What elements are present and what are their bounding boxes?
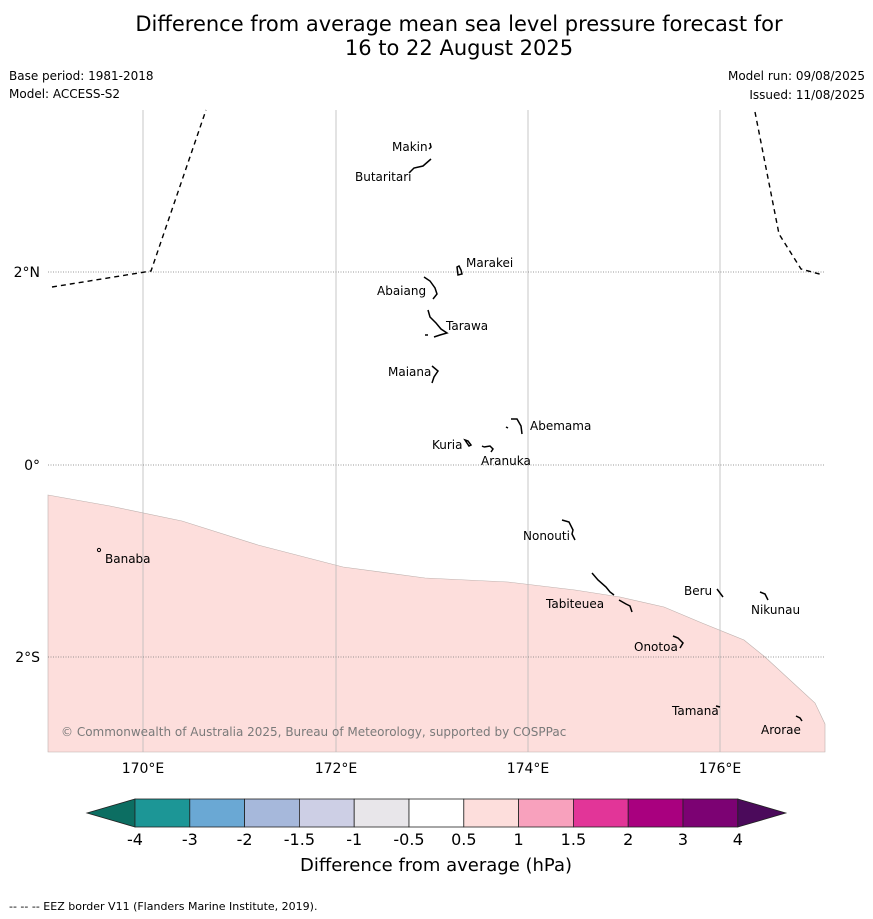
lat-label-2s: 2°S [15, 650, 40, 666]
colorbar-tick-label: 1.5 [561, 830, 586, 849]
colorbar-tick-label: 0.5 [451, 830, 476, 849]
island-abaiang [423, 276, 438, 300]
colorbar-segment-1 [134, 798, 191, 828]
label-kuria: Kuria [432, 438, 463, 452]
islands [96, 142, 803, 722]
eez-border-west [51, 109, 207, 288]
label-banaba: Banaba [105, 552, 151, 566]
copyright-notice: © Commonwealth of Australia 2025, Bureau… [61, 725, 566, 739]
island-arorae [795, 715, 803, 722]
label-nikunau: Nikunau [751, 603, 800, 617]
label-aranuka: Aranuka [481, 454, 531, 468]
colorbar-tick-label: -2 [237, 830, 253, 849]
colorbar-segment-8 [518, 798, 574, 828]
label-butaritari: Butaritari [355, 170, 412, 184]
graticule [142, 110, 721, 752]
colorbar-segment-4 [298, 798, 355, 828]
colorbar [85, 798, 788, 828]
label-marakei: Marakei [466, 256, 513, 270]
island-nonouti [561, 519, 576, 541]
island-banaba [96, 547, 102, 553]
label-maiana: Maiana [388, 365, 431, 379]
colorbar-segment-11 [682, 798, 739, 828]
issued-date: Issued: 11/08/2025 [749, 88, 865, 102]
label-tabiteuea: Tabiteuea [545, 597, 604, 611]
island-beru [716, 588, 724, 598]
label-nonouti: Nonouti [523, 529, 570, 543]
eez-border-east [754, 111, 824, 276]
model-run-date: Model run: 09/08/2025 [727, 69, 865, 83]
colorbar-tick-label: 1 [514, 830, 524, 849]
colorbar-label: Difference from average (hPa) [300, 855, 572, 876]
island-tarawa [427, 309, 449, 338]
label-tarawa: Tarawa [445, 319, 488, 333]
island-abemama [511, 418, 523, 435]
colorbar-tick-label: -0.5 [393, 830, 424, 849]
label-makin: Makin [392, 140, 428, 154]
island-makin [428, 142, 432, 150]
lon-label-174e: 174°E [507, 761, 550, 777]
colorbar-tick-label: 3 [678, 830, 688, 849]
colorbar-segment-3 [244, 798, 300, 828]
model-name: Model: ACCESS-S2 [9, 87, 121, 101]
colorbar-tick-label: 4 [733, 830, 743, 849]
colorbar-tick-label: -3 [182, 830, 198, 849]
base-period: Base period: 1981-2018 [9, 69, 154, 83]
island-maiana [431, 365, 439, 384]
island-marakei [456, 264, 463, 276]
place-labels: Makin Butaritari Marakei Abaiang Tarawa … [105, 140, 801, 737]
eez-footnote: -- -- -- EEZ border V11 (Flanders Marine… [9, 900, 318, 913]
colorbar-tick-label: 2 [623, 830, 633, 849]
island-tamana [715, 705, 721, 708]
island-aranuka [481, 445, 494, 453]
lon-label-170e: 170°E [122, 761, 165, 777]
lon-label-176e: 176°E [699, 761, 742, 777]
longitude-labels: 170°E 172°E 174°E 176°E [122, 761, 742, 777]
chart-title-line-1: Difference from average mean sea level p… [135, 12, 783, 36]
colorbar-segment-7 [463, 798, 519, 828]
parallels [48, 271, 825, 658]
island-nikunau [759, 591, 769, 601]
colorbar-segment-6 [408, 798, 465, 828]
label-abaiang: Abaiang [377, 284, 426, 298]
chart-title-line-2: 16 to 22 August 2025 [344, 36, 574, 60]
colorbar-segment-10 [627, 798, 684, 828]
island-butaritari [408, 158, 432, 174]
label-tamana: Tamana [671, 704, 719, 718]
lat-label-2n: 2°N [14, 265, 40, 281]
colorbar-tick-label: -1.5 [284, 830, 315, 849]
label-beru: Beru [684, 584, 712, 598]
eez-borders [51, 109, 824, 288]
colorbar-tick-label: -4 [127, 830, 143, 849]
colorbar-segment-5 [353, 798, 410, 828]
latitude-labels: 2°N 0° 2°S [14, 265, 41, 666]
island-onotoa [672, 635, 684, 649]
colorbar-tick-labels: -4 -3 -2 -1.5 -1 -0.5 0.5 1 1.5 2 3 4 [127, 830, 743, 849]
colorbar-segment-9 [573, 798, 629, 828]
label-abemama: Abemama [530, 419, 591, 433]
island-kuria [463, 438, 473, 447]
label-onotoa: Onotoa [634, 640, 678, 654]
colorbar-tick-label: -1 [346, 830, 362, 849]
lat-label-equator: 0° [24, 458, 40, 474]
colorbar-segment-2 [189, 798, 246, 828]
pressure-anomaly-region [47, 494, 826, 753]
colorbar-extend-low [85, 798, 136, 828]
lon-label-172e: 172°E [315, 761, 358, 777]
island-tabiteuea-south [618, 599, 633, 613]
colorbar-extend-high [737, 798, 788, 828]
island-abemama-west [505, 426, 509, 429]
label-arorae: Arorae [761, 723, 801, 737]
island-tabiteuea-north [591, 572, 615, 596]
